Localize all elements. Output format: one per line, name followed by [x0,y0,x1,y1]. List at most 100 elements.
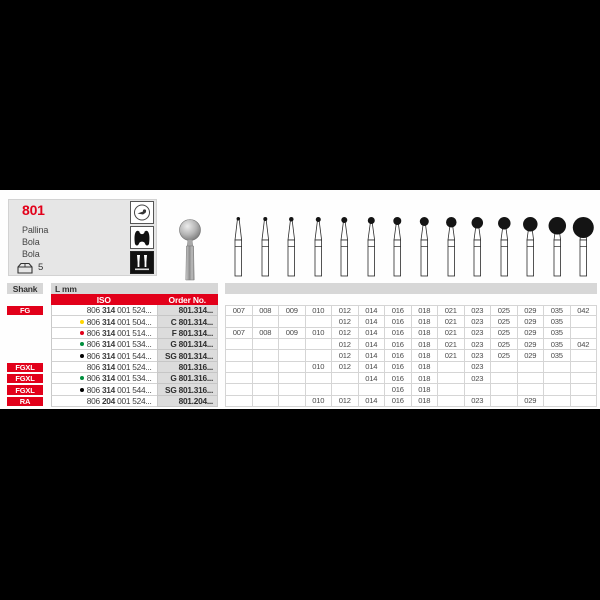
size-cell: 014 [358,305,385,317]
bur-silhouette [491,194,518,282]
size-cell: 029 [517,327,544,340]
size-grid: 012 014 016 018 021 023 025 029 035 [225,350,597,362]
size-cell [570,350,597,362]
bur-silhouette [570,194,597,282]
size-cell [544,373,571,385]
shank-column-header: Shank [7,283,43,294]
size-cell: 008 [252,305,279,317]
size-cell: 021 [438,316,465,328]
size-cell [438,395,465,408]
round-bur-photo [166,210,214,289]
size-cell: 014 [358,361,385,374]
size-cell [252,339,279,351]
bur-silhouette [384,194,411,282]
size-cell [225,395,253,408]
size-cell: 018 [411,395,438,408]
size-cell [570,361,597,374]
size-cell: 010 [305,305,332,317]
size-cell: 014 [358,339,385,351]
size-cell [464,384,491,396]
bur-silhouette [252,194,279,282]
size-cell [279,339,306,351]
size-grid: 012 014 016 018 021 023 025 029 035 [225,316,597,328]
size-cell: 042 [570,305,597,317]
table-row: FGXL 806 314 001 524... 801.316... 010 012 01… [0,361,600,374]
size-cell: 014 [358,316,385,328]
size-cell: 023 [464,339,491,351]
size-cell [305,339,332,351]
size-cell [570,395,597,408]
order-no-column-header: Order No. [156,294,218,305]
size-cell: 014 [358,395,385,408]
size-cell: 014 [358,327,385,340]
bur-silhouette [517,194,544,282]
size-cell [358,384,385,396]
size-cell [225,339,253,351]
size-cell [279,361,306,374]
package-icon [16,262,34,280]
size-grid: 012 014 016 018 021 023 025 029 035 042 [225,339,597,351]
order-number-cell: SG 801.314... [156,350,218,362]
size-cell: 016 [385,350,412,362]
order-number-cell: G 801.314... [156,339,218,351]
order-number-cell: 801.316... [156,361,218,374]
size-cell [544,384,571,396]
order-number-cell: SG 801.316... [156,384,218,396]
size-cell: 023 [464,373,491,385]
size-cell: 010 [305,327,332,340]
size-cell [570,316,597,328]
size-cell: 042 [570,339,597,351]
size-cell: 012 [332,305,359,317]
grit-color-dot [79,342,84,347]
size-cell: 008 [252,327,279,340]
size-cell [305,350,332,362]
size-cell [225,373,253,385]
size-cell: 023 [464,305,491,317]
order-number-cell: 801.204... [156,395,218,408]
size-cell: 007 [225,305,253,317]
size-cell [225,361,253,374]
order-number-cell: C 801.314... [156,316,218,328]
size-cell [225,316,253,328]
size-cell [332,384,359,396]
size-cell [570,384,597,396]
table-row: 806 314 001 504... C 801.314... 012 014 016 0… [0,316,600,328]
size-cell: 029 [517,305,544,317]
size-cell: 018 [411,373,438,385]
size-cell: 018 [411,327,438,340]
size-cell: 010 [305,395,332,408]
grit-color-dot [79,387,84,392]
size-cell: 021 [438,350,465,362]
size-cell: 023 [464,350,491,362]
size-cell: 018 [411,316,438,328]
size-cell: 035 [544,327,571,340]
shank-badge: FG [7,306,43,316]
size-cell [252,316,279,328]
size-grid: 007 008 009 010 012 014 016 018 021 023 025 029 035 [225,327,597,340]
table-row: FGXL 806 314 001 534... G 801.316... 014 016… [0,373,600,385]
size-cell [225,384,253,396]
size-cell: 029 [517,395,544,408]
size-cell [279,316,306,328]
iso-number-cell: 806 314 001 524... [51,305,157,317]
size-grid: 014 016 018 023 [225,373,597,385]
product-number: 801 [22,202,45,218]
size-cell: 029 [517,339,544,351]
size-cell [279,373,306,385]
size-cell: 014 [358,373,385,385]
bur-silhouette [278,194,305,282]
order-number-cell: F 801.314... [156,327,218,340]
table-row: 806 314 001 534... G 801.314... 012 014 016 0… [0,339,600,351]
size-cell: 025 [491,339,518,351]
iso-number-cell: 806 204 001 524... [51,395,157,408]
size-cell: 012 [332,361,359,374]
order-number-cell: G 801.316... [156,373,218,385]
product-name-es: Bola [22,237,40,247]
table-row: FG 806 314 001 524... 801.314... 007 008 009 0… [0,305,600,317]
size-cell: 025 [491,305,518,317]
table-row: 806 314 001 544... SG 801.314... 012 014 016… [0,350,600,362]
size-cell: 029 [517,350,544,362]
size-grid: 010 012 014 016 018 023 029 [225,395,597,408]
bur-silhouette [358,194,385,282]
iso-number-cell: 806 314 001 514... [51,327,157,340]
